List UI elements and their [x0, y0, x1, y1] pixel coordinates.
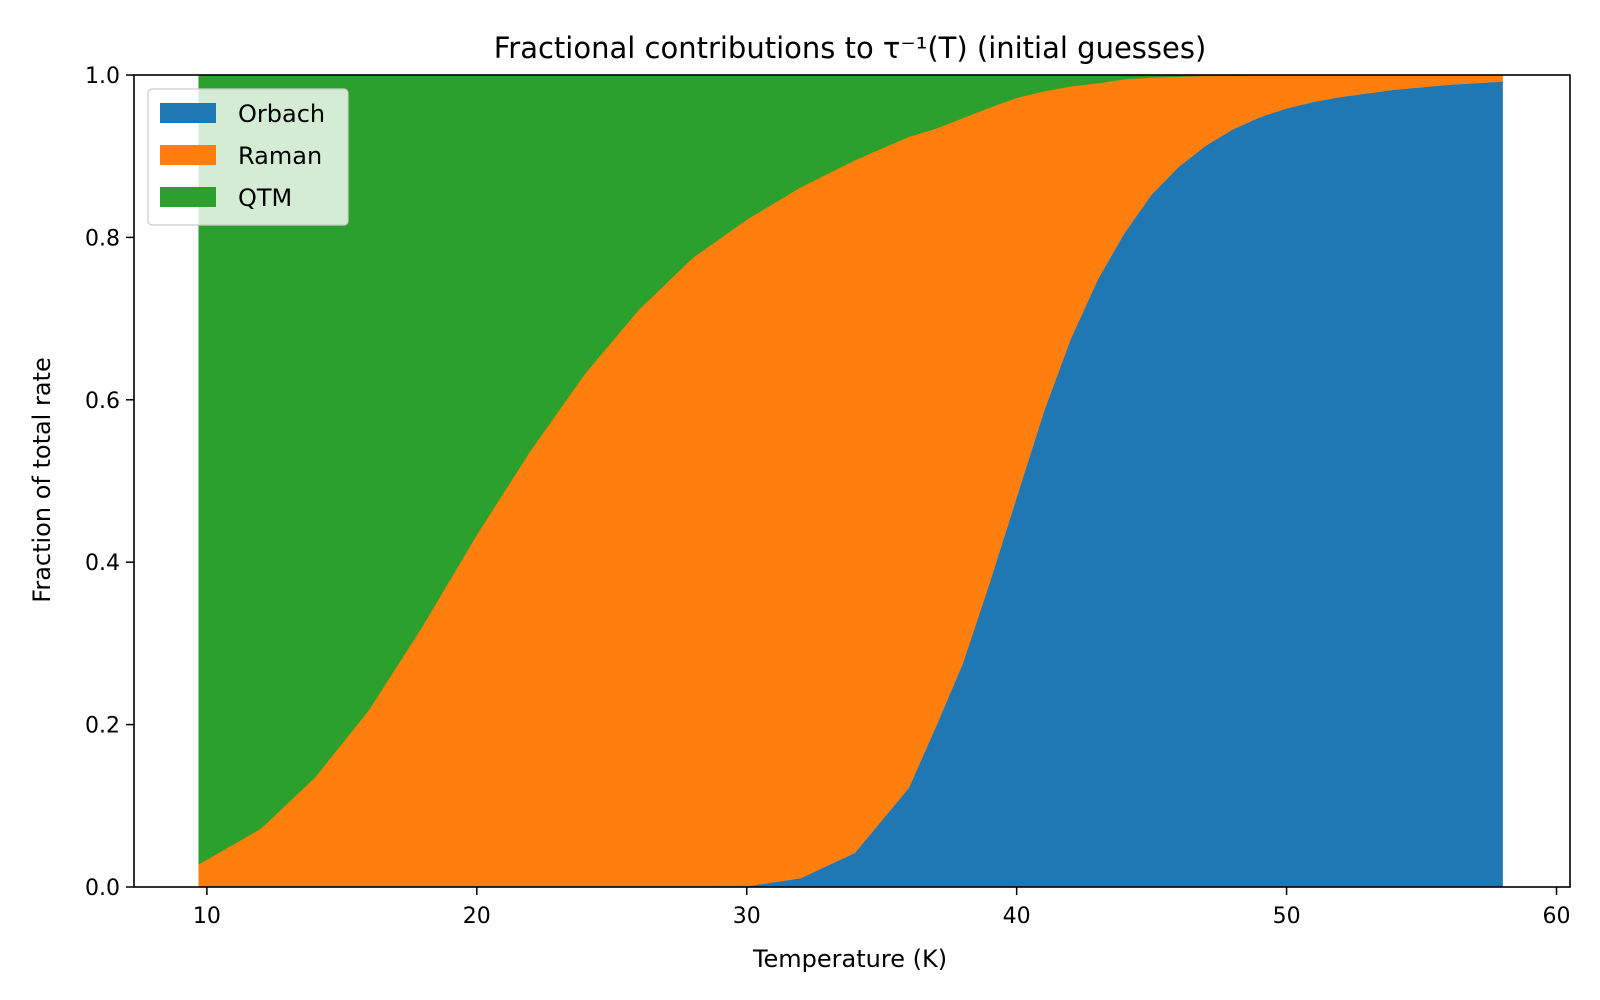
- plot-frame: [133, 74, 1571, 888]
- legend-label-raman: Raman: [238, 142, 322, 170]
- y-tick-label: 0.2: [85, 714, 120, 739]
- y-tick-label: 1.0: [85, 64, 120, 89]
- y-tick-label: 0.8: [85, 226, 120, 251]
- x-tick-label: 10: [193, 904, 221, 929]
- y-tick-label: 0.6: [85, 389, 120, 414]
- x-tick-label: 20: [463, 904, 491, 929]
- legend-swatch-qtm: [160, 187, 216, 207]
- area-series-group: [198, 74, 1503, 888]
- x-tick-label: 30: [733, 904, 761, 929]
- legend-label-orbach: Orbach: [238, 100, 325, 128]
- chart-title: Fractional contributions to τ⁻¹(T) (init…: [494, 31, 1207, 65]
- x-axis: 10 20 30 40 50 60: [193, 887, 1571, 929]
- x-tick-label: 40: [1003, 904, 1031, 929]
- y-tick-label: 0.4: [85, 551, 120, 576]
- legend-swatch-raman: [160, 145, 216, 165]
- y-axis-title: Fraction of total rate: [28, 357, 56, 602]
- legend: Orbach Raman QTM: [147, 88, 349, 226]
- legend-label-qtm: QTM: [238, 184, 292, 212]
- x-tick-label: 60: [1543, 904, 1571, 929]
- x-tick-label: 50: [1273, 904, 1301, 929]
- y-tick-label: 0.0: [85, 876, 120, 901]
- x-axis-title: Temperature (K): [752, 945, 947, 973]
- legend-swatch-orbach: [160, 103, 216, 123]
- y-axis: 0.0 0.2 0.4 0.6 0.8 1.0: [85, 64, 134, 901]
